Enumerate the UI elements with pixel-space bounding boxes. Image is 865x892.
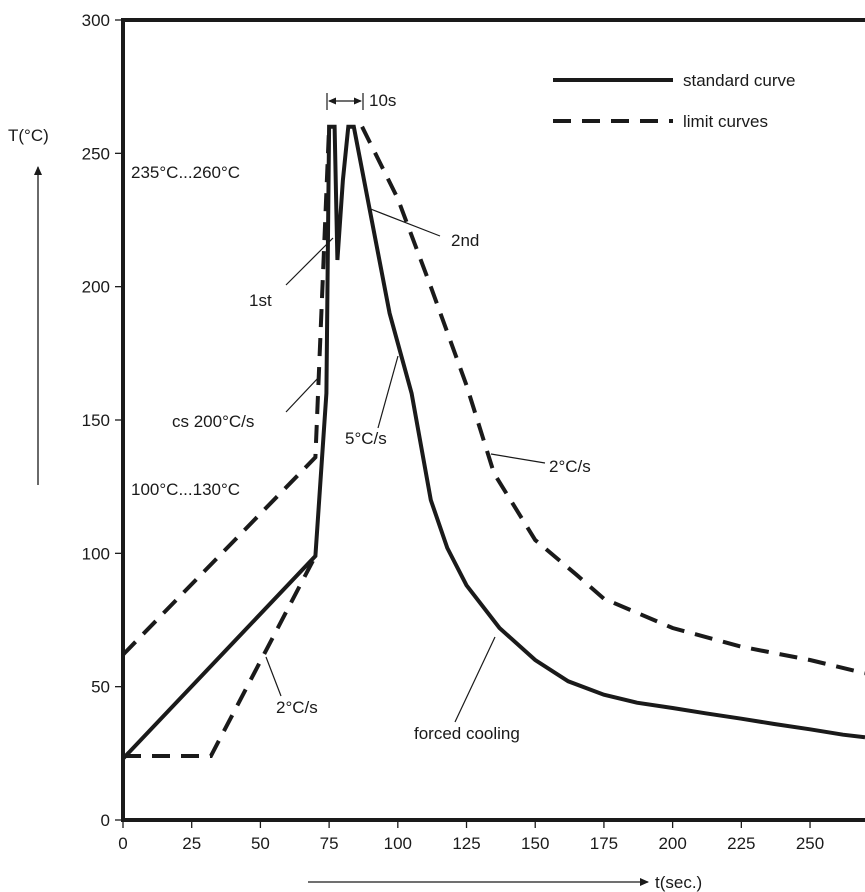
legend: standard curve limit curves: [553, 71, 795, 131]
annotation-2cs-left: 2°C/s: [276, 698, 318, 717]
leader-cs: [285, 376, 320, 413]
leader-2cs-left: [265, 656, 282, 697]
annotation-peak-range: 235°C...260°C: [131, 163, 240, 182]
legend-label-limit: limit curves: [683, 112, 768, 131]
leader-2cs-right: [490, 453, 546, 464]
x-tick-label: 75: [320, 834, 339, 853]
annotation-10s: 10s: [369, 91, 396, 110]
dimension-arrowhead-right: [354, 97, 362, 105]
series-line-standard-0: [123, 124, 865, 761]
y-tick-label: 100: [82, 544, 110, 563]
annotation-5cs: 5°C/s: [345, 429, 387, 448]
annotation-cs-rate: cs 200°C/s: [172, 412, 254, 431]
dimension-10s: [326, 93, 364, 110]
annotation-1st: 1st: [249, 291, 272, 310]
annotation-forced-cooling: forced cooling: [414, 724, 520, 743]
x-axis-title: t(sec.): [655, 873, 702, 892]
leader-2nd: [367, 207, 441, 237]
x-tick-label: 0: [118, 834, 127, 853]
x-tick-label: 100: [384, 834, 412, 853]
leader-forced-cooling: [454, 636, 496, 723]
dimension-arrowhead-left: [328, 97, 336, 105]
y-axis-title: T(°C): [8, 126, 49, 145]
annotation-2cs-right: 2°C/s: [549, 457, 591, 476]
x-tick-label: 225: [727, 834, 755, 853]
annotation-preheat-range: 100°C...130°C: [131, 480, 240, 499]
y-tick-label: 0: [101, 811, 110, 830]
series-layer: [123, 124, 865, 761]
annotation-2nd: 2nd: [451, 231, 479, 250]
legend-label-standard: standard curve: [683, 71, 795, 90]
series-line-limit-2: [123, 555, 318, 758]
y-tick-label: 250: [82, 144, 110, 163]
x-tick-label: 175: [590, 834, 618, 853]
x-tick-label: 25: [182, 834, 201, 853]
y-tick-label: 200: [82, 278, 110, 297]
x-tick-label: 125: [452, 834, 480, 853]
leader-5cs: [377, 355, 399, 429]
leader-lines: [265, 207, 546, 723]
x-tick-label: 50: [251, 834, 270, 853]
annotations: 10s 235°C...260°C 2nd 1st cs 200°C/s 5°C…: [131, 91, 591, 743]
x-tick-label: 250: [796, 834, 824, 853]
x-tick-label: 150: [521, 834, 549, 853]
y-tick-label: 300: [82, 11, 110, 30]
leader-1st: [285, 237, 334, 286]
x-tick-label: 200: [658, 834, 686, 853]
y-tick-label: 50: [91, 678, 110, 697]
y-tick-label: 150: [82, 411, 110, 430]
ticks-layer: 0 25 50 75 100 125 150 175 200 225 250 0 50 100 150 200…: [82, 11, 825, 853]
series-line-limit-3: [360, 125, 865, 676]
series-line-limit-1: [123, 126, 332, 657]
